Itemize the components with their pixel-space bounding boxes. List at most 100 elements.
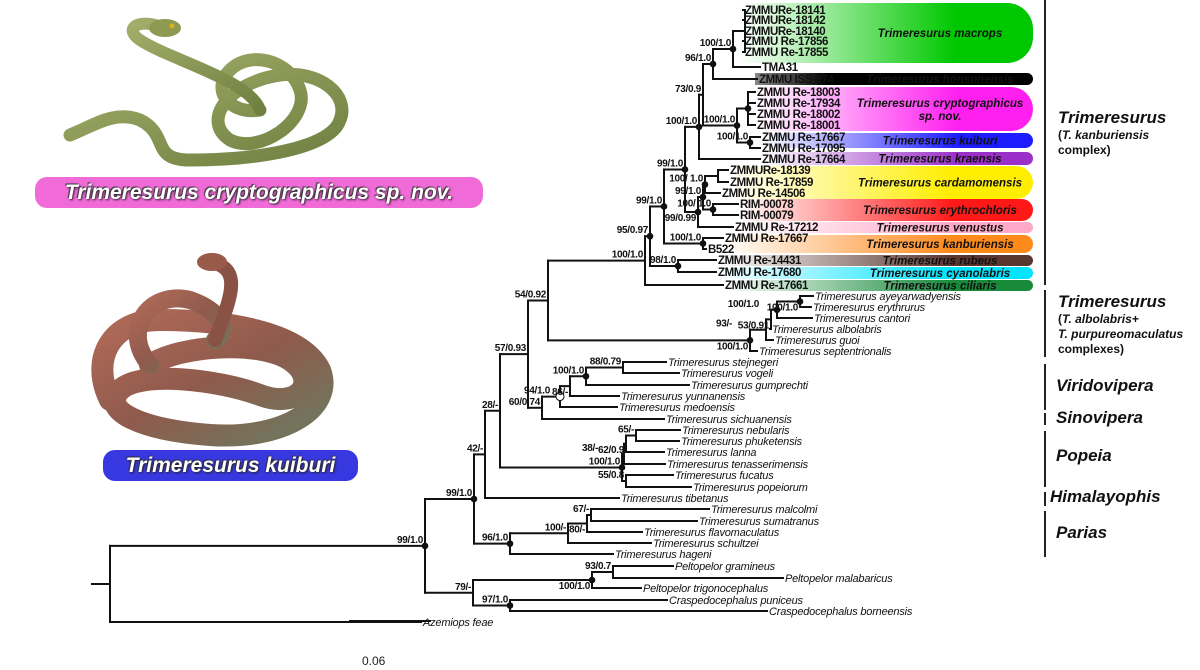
support-value: 97/1.0	[482, 595, 509, 606]
support-value: 42/-	[467, 443, 483, 454]
support-value: 100/ 1.0	[677, 199, 711, 210]
support-value: 65/-	[618, 425, 634, 436]
node-dot	[729, 45, 737, 53]
kuiburi-photo-label: Trimeresurus kuiburi	[103, 450, 358, 481]
leaf-label: Trimeresurus medoensis	[619, 402, 736, 414]
leaf-label: Trimeresurus flavomaculatus	[644, 527, 780, 539]
leaf-label: ZMMU Re-17667	[725, 233, 808, 245]
leaf-label: Trimeresurus septentrionalis	[759, 346, 892, 358]
support-value: 94/1.0	[524, 386, 551, 397]
species-band-fill	[760, 133, 993, 148]
node-dot	[588, 576, 596, 584]
leaf-label: Trimeresurus popeiorum	[693, 482, 808, 494]
node-dot	[744, 105, 752, 112]
species-band-label: Trimeresurus kanburiensis	[866, 239, 1013, 251]
clade-name: Himalayophis	[1050, 487, 1161, 506]
species-band-fill	[728, 166, 993, 199]
support-value: 100/ 1.0	[669, 174, 703, 185]
support-value: 100/1.0	[666, 116, 698, 127]
species-band-fill	[723, 280, 993, 291]
species-band-label: Trimeresurus rubeus	[883, 256, 998, 268]
complex-suffix: complexes)	[1058, 342, 1125, 356]
support-value: 100/1.0	[670, 233, 702, 244]
paren: (	[1058, 312, 1062, 326]
leaf-label: Trimeresurus yunnanensis	[621, 391, 746, 403]
scale-bar-label: 0.06	[362, 654, 386, 668]
leaf-label: ZMMURe-18139	[730, 165, 810, 177]
leaf-label: Trimeresurus ayeyarwadyensis	[815, 291, 962, 303]
support-value: 100/-	[545, 522, 566, 533]
leaf-label: Trimeresurus guoi	[775, 335, 860, 347]
support-value: 79/-	[455, 582, 471, 593]
support-value: 100/1.0	[612, 250, 644, 261]
species-band-fill	[760, 152, 993, 165]
support-value: 100/1.0	[589, 456, 621, 467]
species-band-fill	[723, 235, 993, 253]
leaf-label: TMA31	[762, 62, 799, 74]
clade-name: Trimeresurus	[1058, 292, 1167, 311]
clade-label: Trimeresurus (T. albolabris+ T. purpureoma…	[1058, 292, 1183, 357]
node-dot	[773, 306, 781, 314]
support-value: 98/1.0	[650, 255, 677, 266]
green-snake-image	[63, 17, 349, 167]
species-band-label: Trimeresurus macrops	[878, 28, 1002, 40]
leaf-label: ZMMU Re-14431	[718, 255, 802, 267]
species-band-label: Trimeresurus ciliaris	[884, 281, 997, 293]
clade-name: Viridovipera	[1056, 376, 1154, 395]
node-dot	[506, 602, 514, 609]
leaf-label: Peltopelor gramineus	[675, 561, 776, 573]
leaf-label: Trimeresurus tenasserimensis	[667, 459, 809, 471]
node-dot	[582, 372, 590, 380]
support-value: 100/1.0	[553, 365, 585, 376]
node-dot	[674, 262, 682, 270]
leaf-label: Trimeresurus tibetanus	[621, 493, 729, 505]
node-dot	[681, 166, 689, 173]
species-band-fill	[716, 255, 993, 266]
support-value: 100/1.0	[717, 132, 749, 143]
node-dot	[709, 206, 717, 213]
support-value: 62/0.9	[598, 445, 625, 456]
support-value: 28/-	[482, 400, 498, 411]
support-value: 99/1.0	[675, 186, 702, 197]
clade-label: Trimeresurus (T. kanburiensis complex)	[1058, 108, 1166, 158]
leaf-label: Craspedocephalus puniceus	[669, 595, 804, 607]
leaf-label: ZMMURe-18140	[745, 26, 825, 38]
leaf-label: Peltopelor trigonocephalus	[643, 583, 769, 595]
node-dot	[699, 193, 707, 201]
clade-name: Sinovipera	[1056, 408, 1143, 427]
support-value: 100/1.0	[728, 299, 760, 310]
clade-subtitle: (T. albolabris+	[1058, 312, 1183, 327]
leaf-label: Trimeresurus hageni	[615, 549, 712, 561]
clade-label: Himalayophis	[1050, 487, 1161, 507]
support-value: 80/-	[569, 525, 585, 536]
species-band-fill	[740, 3, 993, 63]
leaf-label: ZMMU Re-17664	[762, 154, 846, 166]
node-dot	[699, 240, 707, 247]
paren: (	[1058, 128, 1062, 142]
clade-name: Parias	[1056, 523, 1108, 542]
leaf-label: Trimeresurus cantori	[814, 313, 911, 325]
node-open-circle	[555, 392, 565, 402]
leaf-label: ZMMU Re-14506	[722, 188, 805, 200]
leaf-label: Trimeresurus fucatus	[675, 470, 774, 482]
leaf-label: ZMMU Re-18003	[757, 87, 840, 99]
support-value: 100/1.0	[559, 581, 591, 592]
clade-subtitle-2: T. purpureomaculatus	[1058, 327, 1183, 342]
support-value: 57/0.93	[495, 343, 527, 354]
clade-label: Sinovipera	[1056, 408, 1143, 428]
leaf-label: Trimeresurus sichuanensis	[666, 414, 792, 426]
support-value: 95/0.97	[617, 225, 649, 236]
leaf-label: ZMMU Re-17680	[718, 267, 801, 279]
leaf-label: RIM-00078	[740, 199, 794, 211]
leaf-label: ZMMURe-18141	[745, 5, 826, 17]
leaf-label: Trimeresurus malcolmi	[711, 504, 818, 516]
complex-name-2: T. purpureomaculatus	[1058, 327, 1184, 341]
support-value: 99/1.0	[397, 535, 424, 546]
support-value: 96/1.0	[482, 533, 509, 544]
leaf-label: ZMMU Re-17856	[745, 36, 828, 48]
support-value: 67/-	[573, 504, 589, 515]
leaf-label: ZMMU Re-17855	[745, 47, 829, 59]
clade-subtitle: (T. kanburiensis	[1058, 128, 1166, 143]
support-value: 96/1.0	[685, 53, 712, 64]
